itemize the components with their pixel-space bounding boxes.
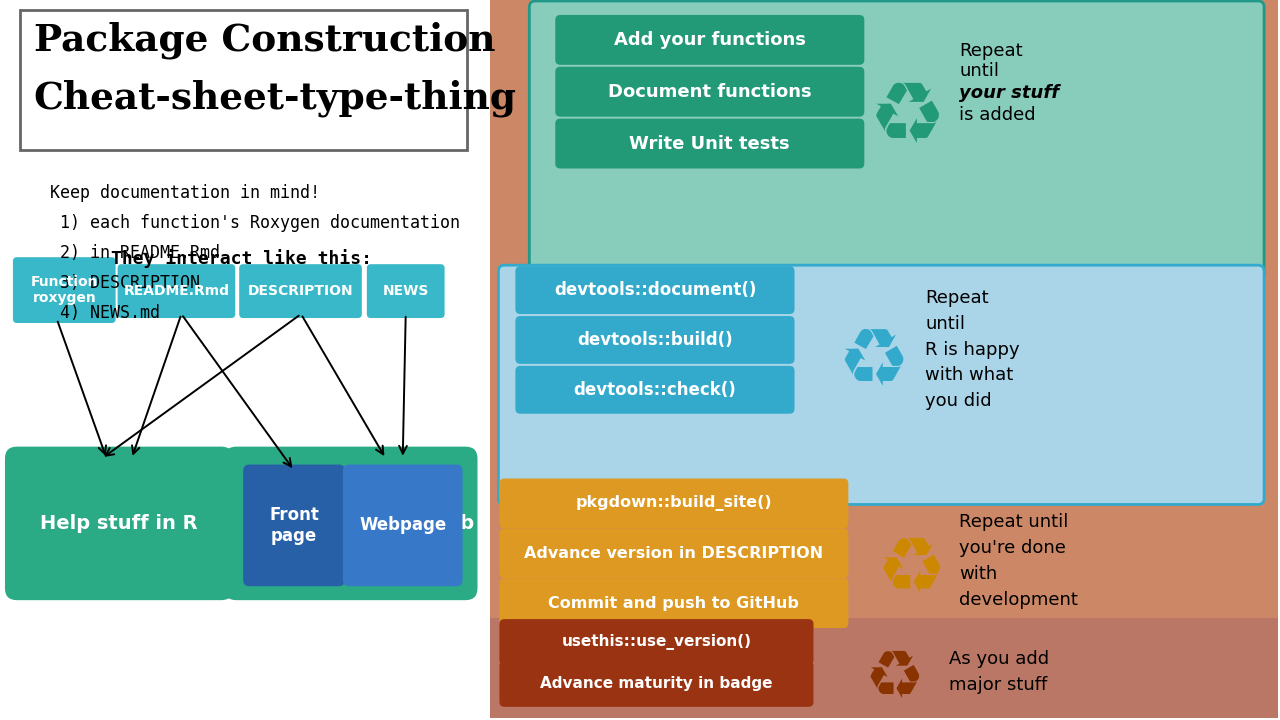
Text: Commit and push to GitHub: Commit and push to GitHub <box>548 595 799 611</box>
Text: Advance version in DESCRIPTION: Advance version in DESCRIPTION <box>525 546 823 561</box>
Text: README.Rmd: README.Rmd <box>123 284 229 298</box>
Text: Package Construction: Package Construction <box>33 22 495 60</box>
Text: NEWS: NEWS <box>383 284 429 298</box>
FancyBboxPatch shape <box>343 464 462 586</box>
Text: Repeat
until
R is happy
with what
you did: Repeat until R is happy with what you di… <box>925 289 1020 410</box>
Text: until: until <box>959 62 998 80</box>
Bar <box>10 8 483 710</box>
Text: GitHub: GitHub <box>398 514 474 533</box>
Text: Function
roxygen: Function roxygen <box>31 275 99 305</box>
FancyBboxPatch shape <box>556 15 864 65</box>
Text: 3) DESCRIPTION: 3) DESCRIPTION <box>50 274 200 292</box>
FancyBboxPatch shape <box>516 316 795 364</box>
Text: They interact like this:: They interact like this: <box>111 249 371 269</box>
Text: Repeat: Repeat <box>959 42 1023 60</box>
Text: ♻: ♻ <box>869 78 946 161</box>
Text: DESCRIPTION: DESCRIPTION <box>248 284 353 298</box>
FancyBboxPatch shape <box>498 265 1265 505</box>
Text: Front
page: Front page <box>269 506 319 545</box>
Text: ♻: ♻ <box>864 645 924 711</box>
Text: ♻: ♻ <box>837 325 909 403</box>
FancyBboxPatch shape <box>516 366 795 414</box>
Text: Document functions: Document functions <box>608 83 812 101</box>
Text: 1) each function's Roxygen documentation: 1) each function's Roxygen documentation <box>50 215 460 233</box>
Text: is added: is added <box>959 106 1036 124</box>
FancyBboxPatch shape <box>367 264 444 318</box>
Text: Help stuff in R: Help stuff in R <box>40 514 198 533</box>
Bar <box>490 0 1277 718</box>
Text: pkgdown::build_site(): pkgdown::build_site() <box>576 495 772 511</box>
FancyBboxPatch shape <box>499 661 814 707</box>
FancyBboxPatch shape <box>556 119 864 168</box>
FancyBboxPatch shape <box>5 446 233 600</box>
FancyBboxPatch shape <box>243 464 344 586</box>
Text: 4) NEWS.md: 4) NEWS.md <box>50 304 160 322</box>
Text: Cheat-sheet-type-thing: Cheat-sheet-type-thing <box>33 80 517 117</box>
Bar <box>490 618 1277 718</box>
Text: devtools::check(): devtools::check() <box>573 381 736 399</box>
FancyBboxPatch shape <box>239 264 362 318</box>
Text: devtools::build(): devtools::build() <box>577 331 732 349</box>
Bar <box>20 10 466 150</box>
Text: 2) in README.Rmd: 2) in README.Rmd <box>50 244 220 262</box>
Text: devtools::document(): devtools::document() <box>554 281 756 299</box>
FancyBboxPatch shape <box>224 446 477 600</box>
FancyBboxPatch shape <box>499 578 849 628</box>
Text: Advance maturity in badge: Advance maturity in badge <box>540 676 773 691</box>
Text: Write Unit tests: Write Unit tests <box>630 135 790 153</box>
Text: your stuff: your stuff <box>959 84 1059 102</box>
Text: ♻: ♻ <box>877 532 946 608</box>
FancyBboxPatch shape <box>556 67 864 117</box>
FancyBboxPatch shape <box>499 619 814 665</box>
Text: usethis::use_version(): usethis::use_version() <box>562 634 751 650</box>
Text: Repeat until
you're done
with
development: Repeat until you're done with developmen… <box>959 513 1078 608</box>
Text: As you add
major stuff: As you add major stuff <box>948 650 1050 693</box>
FancyBboxPatch shape <box>118 264 236 318</box>
FancyBboxPatch shape <box>516 266 795 314</box>
Text: Add your functions: Add your functions <box>614 31 805 49</box>
Text: Webpage: Webpage <box>360 516 447 534</box>
FancyBboxPatch shape <box>530 1 1265 280</box>
FancyBboxPatch shape <box>499 479 849 528</box>
FancyBboxPatch shape <box>499 528 849 578</box>
FancyBboxPatch shape <box>13 257 115 323</box>
Text: Keep documentation in mind!: Keep documentation in mind! <box>50 184 320 202</box>
